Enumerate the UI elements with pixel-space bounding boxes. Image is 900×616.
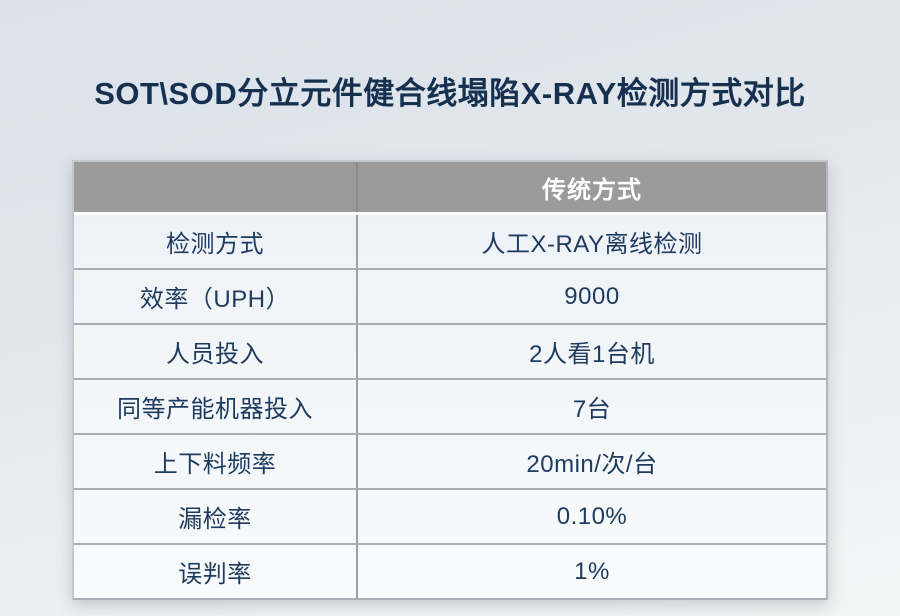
row-label-false-judgment-rate: 误判率 <box>74 545 358 598</box>
table-row: 效率（UPH） 9000 <box>74 268 826 323</box>
row-value-personnel-input: 2人看1台机 <box>529 341 655 368</box>
row-label-efficiency-uph: 效率（UPH） <box>74 270 358 323</box>
table-row: 人员投入 2人看1台机 <box>74 323 826 378</box>
table-row: 同等产能机器投入 7台 <box>74 378 826 433</box>
row-value-equivalent-machines: 7台 <box>572 396 612 423</box>
table-row: 漏检率 0.10% <box>74 488 826 543</box>
table-header-row: 传统方式 <box>74 162 826 215</box>
row-label-missed-detection-rate: 漏检率 <box>74 490 358 543</box>
table-body: 检测方式 人工X-RAY离线检测 效率（UPH） 9000 人员投入 2人看1台… <box>74 215 826 598</box>
comparison-table: 传统方式 检测方式 人工X-RAY离线检测 效率（UPH） 9000 人员投入 … <box>72 160 828 600</box>
table-row: 误判率 1% <box>74 543 826 598</box>
row-value-false-judgment-rate: 1% <box>574 557 610 585</box>
row-value-efficiency-uph: 9000 <box>564 282 620 310</box>
row-value-detection-method: 人工X-RAY离线检测 <box>481 231 703 258</box>
table-header-traditional-method: 传统方式 <box>542 176 642 204</box>
table-row: 上下料频率 20min/次/台 <box>74 433 826 488</box>
page-title: SOT\SOD分立元件健合线塌陷X-RAY检测方式对比 <box>94 76 806 111</box>
row-label-personnel-input: 人员投入 <box>74 325 358 378</box>
row-value-missed-detection-rate: 0.10% <box>556 502 628 530</box>
row-label-detection-method: 检测方式 <box>74 215 358 268</box>
row-value-loading-frequency: 20min/次/台 <box>526 451 658 478</box>
row-label-loading-frequency: 上下料频率 <box>74 435 358 488</box>
row-label-equivalent-machines: 同等产能机器投入 <box>74 380 358 433</box>
table-header-empty-cell <box>74 162 358 212</box>
table-row: 检测方式 人工X-RAY离线检测 <box>74 215 826 268</box>
